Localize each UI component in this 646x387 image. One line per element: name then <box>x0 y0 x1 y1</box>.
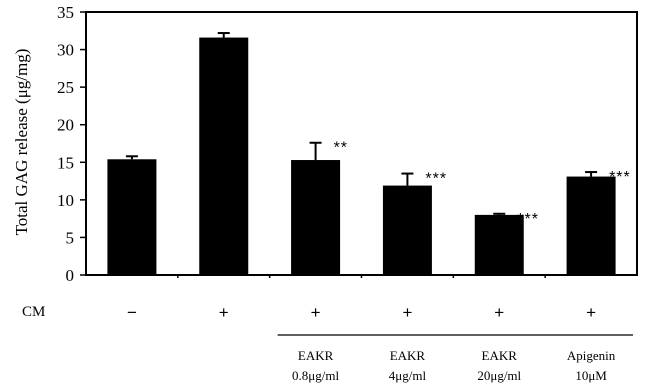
significance-label: *** <box>425 171 447 188</box>
y-tick-label: 5 <box>66 228 75 247</box>
bar <box>474 214 524 275</box>
bar <box>291 160 341 275</box>
y-tick-label: 15 <box>57 153 74 172</box>
cm-sign: + <box>402 303 412 322</box>
y-tick-label: 0 <box>66 266 75 285</box>
treatment-dose: 10μM <box>575 368 607 383</box>
treatment-labels: EAKR 0.8μg/ml EAKR 4μg/ml EAKR 20μg/ml Apigeni… <box>277 334 633 383</box>
cm-row: CM − + + + + + <box>22 303 596 322</box>
bar <box>107 159 157 275</box>
cm-sign: + <box>311 303 321 322</box>
cm-label: CM <box>22 304 45 320</box>
treatment-dose: 4μg/ml <box>389 368 427 383</box>
significance-label: ** <box>334 140 348 157</box>
error-bars <box>125 32 598 215</box>
y-tick-label: 25 <box>57 78 74 97</box>
bar <box>199 37 249 276</box>
significance-label: *** <box>517 211 539 228</box>
bar <box>382 185 432 275</box>
treatment-dose: 0.8μg/ml <box>292 368 339 383</box>
cm-sign: + <box>586 303 596 322</box>
y-tick-label: 10 <box>57 191 74 210</box>
y-tick-label: 30 <box>57 41 74 60</box>
treatment-name: Apigenin <box>567 348 616 363</box>
treatment-name: EAKR <box>390 348 426 363</box>
treatment-name: EAKR <box>482 348 518 363</box>
plot-frame <box>85 11 638 278</box>
significance-label: *** <box>609 169 631 186</box>
y-axis: 0 5 10 15 20 25 30 35 <box>57 3 86 285</box>
cm-sign: − <box>127 303 137 322</box>
treatment-dose: 20μg/ml <box>477 368 521 383</box>
cm-sign: + <box>494 303 504 322</box>
y-tick-label: 20 <box>57 116 74 135</box>
y-tick-label: 35 <box>57 3 74 22</box>
bars <box>107 37 616 276</box>
bar <box>566 176 616 275</box>
cm-sign: + <box>219 303 229 322</box>
treatment-name: EAKR <box>298 348 334 363</box>
plot-border <box>85 11 638 276</box>
y-axis-label: Total GAG release (μg/mg) <box>12 49 31 236</box>
significance-labels: *********** <box>334 140 631 228</box>
